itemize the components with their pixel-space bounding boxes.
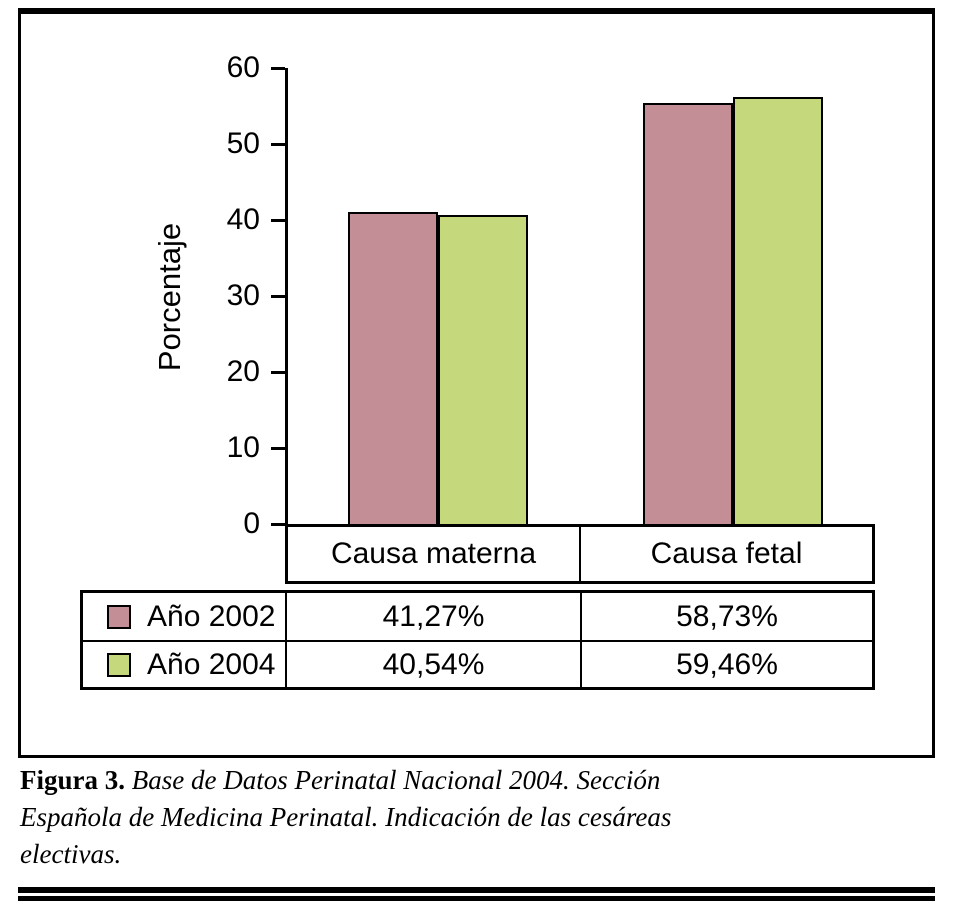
legend-swatch-2002 — [107, 604, 131, 629]
value-cell-2004-fetal: 59,46% — [580, 642, 872, 687]
category-label-fetal: Causa fetal — [579, 527, 872, 581]
bar-año-2002-fetal — [643, 103, 733, 524]
bar-año-2004-materna — [438, 215, 528, 524]
figure-caption-label: Figura 3. — [20, 765, 125, 795]
y-tick-label: 20 — [226, 355, 260, 388]
category-header-row: Causa materna Causa fetal — [285, 524, 875, 584]
bar-año-2002-materna — [348, 212, 438, 524]
figure-box: Porcentaje 0 10 20 30 40 50 60 Causa materna C… — [18, 8, 935, 758]
y-tick-label: 60 — [226, 51, 260, 84]
y-tick-label: 30 — [226, 279, 260, 312]
y-tick-label: 40 — [226, 203, 260, 236]
bottom-rule — [18, 887, 935, 901]
value-cell-2004-materna: 40,54% — [285, 642, 580, 687]
table-row-2002: Año 2002 41,27% 58,73% — [83, 593, 872, 640]
y-axis-label: Porcentaje — [152, 222, 187, 372]
legend-item-2002: Año 2002 — [83, 593, 285, 640]
y-tick-mark — [271, 446, 285, 450]
y-tick-label: 0 — [243, 507, 260, 540]
figure-caption: Figura 3. Base de Datos Perinatal Nacion… — [20, 762, 760, 873]
legend-label-2002: Año 2002 — [147, 599, 276, 633]
value-cell-2002-fetal: 58,73% — [580, 593, 872, 640]
y-tick-mark — [271, 66, 285, 70]
legend-label-2004: Año 2004 — [147, 647, 276, 681]
y-tick-mark — [271, 522, 285, 526]
plot-area: 0 10 20 30 40 50 60 — [227, 51, 875, 540]
y-tick-mark — [271, 142, 285, 146]
data-table: Año 2002 41,27% 58,73% Año 2004 40,54% 5… — [80, 590, 875, 690]
legend-item-2004: Año 2004 — [83, 642, 285, 687]
y-tick-mark — [271, 294, 285, 298]
category-label-materna: Causa materna — [330, 537, 537, 570]
y-tick-mark — [271, 370, 285, 374]
y-tick-label: 50 — [226, 127, 260, 160]
value-cell-2002-materna: 41,27% — [285, 593, 580, 640]
table-row-2004: Año 2004 40,54% 59,46% — [83, 640, 872, 687]
y-tick-mark — [271, 218, 285, 222]
bar-año-2004-fetal — [733, 97, 823, 524]
legend-swatch-2004 — [107, 652, 131, 677]
figure-caption-text: Base de Datos Perinatal Nacional 2004. S… — [20, 765, 672, 869]
y-tick-label: 10 — [226, 431, 260, 464]
